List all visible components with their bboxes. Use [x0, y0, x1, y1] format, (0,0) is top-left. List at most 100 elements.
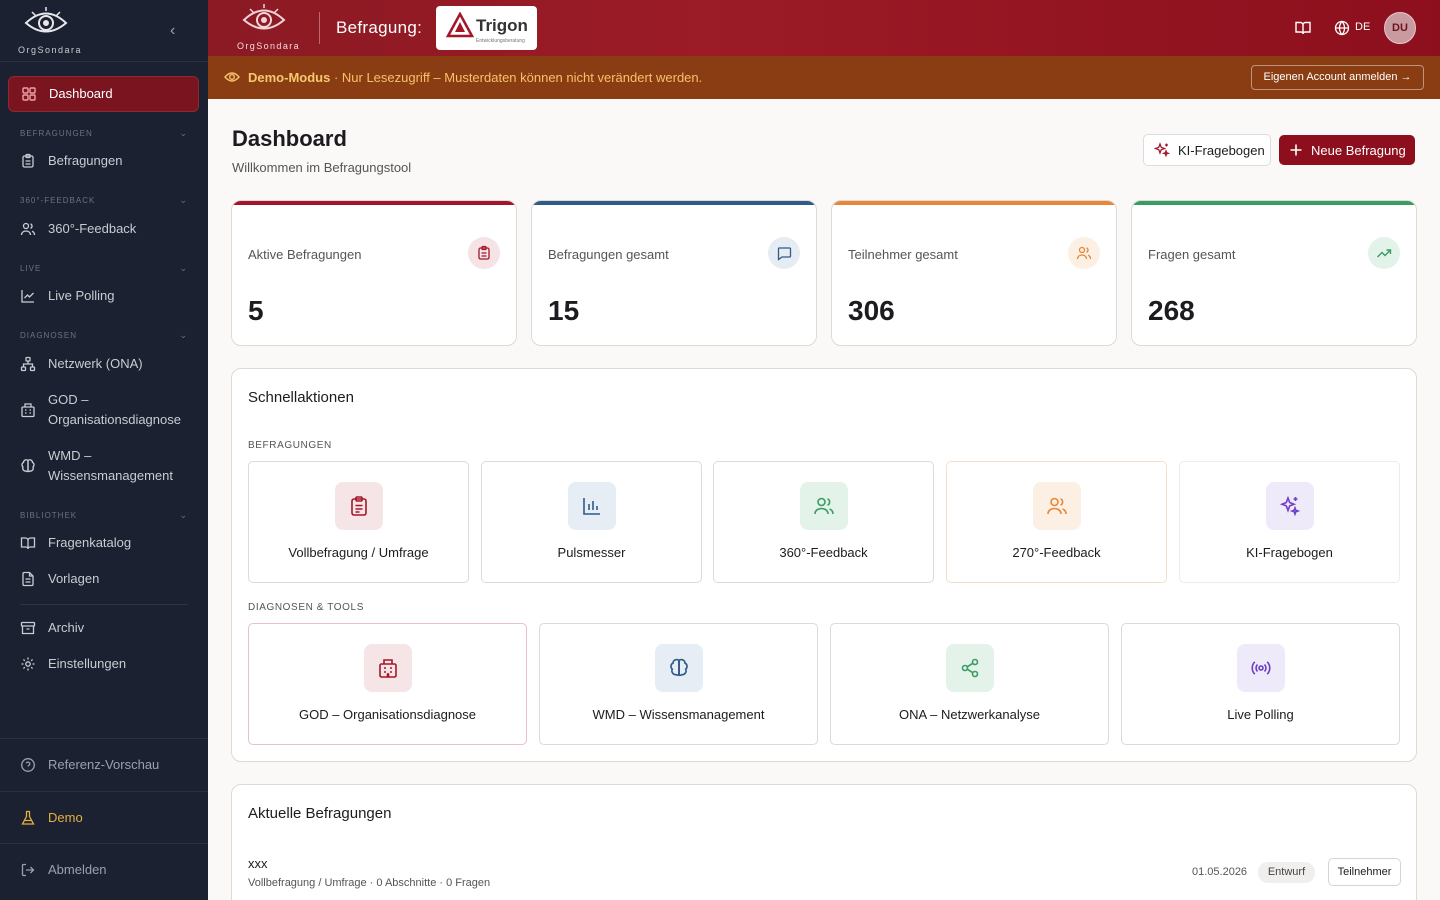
eye-logo-icon	[24, 7, 68, 33]
quick-action-270-feedback[interactable]: 270°-Feedback	[946, 461, 1167, 583]
stat-accent	[1132, 201, 1416, 205]
sidebar-item-label: Referenz-Vorschau	[48, 757, 160, 772]
chevron-left-icon[interactable]: ‹	[170, 22, 176, 39]
sidebar-item-netzwerk[interactable]: Netzwerk (ONA)	[8, 346, 199, 382]
section-diagnosen[interactable]: DIAGNOSEN ⌄	[20, 330, 188, 341]
stat-label: Befragungen gesamt	[548, 247, 669, 262]
sidebar-item-label: WMD – Wissensmanagement	[48, 446, 173, 486]
chevron-down-icon: ⌄	[179, 128, 188, 138]
users-icon	[1032, 482, 1081, 530]
section-live[interactable]: LIVE ⌄	[20, 263, 188, 274]
sidebar-item-label: Live Polling	[48, 288, 115, 303]
quick-action-label: 270°-Feedback	[1012, 545, 1101, 560]
sidebar-item-fragenkatalog[interactable]: Fragenkatalog	[8, 525, 199, 561]
button-label: Neue Befragung	[1311, 142, 1406, 158]
quick-action-360-feedback[interactable]: 360°-Feedback	[713, 461, 934, 583]
plus-icon	[1290, 144, 1302, 156]
section-label: LIVE	[20, 264, 42, 273]
quick-action-pulsmesser[interactable]: Pulsmesser	[481, 461, 702, 583]
network-icon	[20, 356, 36, 372]
sidebar-item-label: Befragungen	[48, 153, 123, 168]
sidebar-item-label: Abmelden	[48, 862, 107, 877]
stat-card-total: Befragungen gesamt 15	[531, 200, 817, 346]
sidebar-item-referenz[interactable]: Referenz-Vorschau	[8, 747, 199, 783]
quick-action-label: Vollbefragung / Umfrage	[288, 545, 429, 560]
section-label: BEFRAGUNGEN	[20, 129, 93, 138]
chevron-down-icon: ⌄	[179, 510, 188, 520]
new-survey-button[interactable]: Neue Befragung	[1279, 135, 1415, 165]
quick-action-label: KI-Fragebogen	[1246, 545, 1333, 560]
sidebar-item-dashboard[interactable]: Dashboard	[8, 76, 199, 112]
partner-name: Trigon	[476, 16, 528, 35]
stat-value: 15	[548, 295, 580, 326]
sidebar-item-god[interactable]: GOD – Organisationsdiagnose	[8, 386, 199, 434]
sidebar-item-feedback[interactable]: 360°-Feedback	[8, 211, 199, 247]
flask-icon	[21, 810, 35, 825]
logout-icon	[21, 863, 35, 877]
section-label: DIAGNOSEN	[20, 331, 78, 340]
book-open-icon[interactable]	[1294, 19, 1312, 37]
sidebar-item-label: 360°-Feedback	[48, 221, 137, 236]
clipboard-list-icon	[334, 482, 383, 530]
stat-label: Teilnehmer gesamt	[848, 247, 958, 262]
sidebar: OrgSondara ‹ Dashboard BEFRAGUNGEN ⌄ Befr…	[0, 0, 208, 900]
create-account-button[interactable]: Eigenen Account anmelden →	[1251, 65, 1424, 90]
sparkles-icon	[1265, 482, 1314, 530]
sparkles-icon	[1154, 142, 1170, 158]
building-icon	[21, 403, 35, 418]
sidebar-brand: OrgSondara ‹	[0, 0, 208, 62]
sidebar-item-live-polling[interactable]: Live Polling	[8, 278, 199, 314]
header-title: Befragung:	[336, 18, 423, 37]
section-befragungen[interactable]: BEFRAGUNGEN ⌄	[20, 128, 188, 139]
quick-action-live-polling[interactable]: Live Polling	[1121, 623, 1400, 745]
sidebar-item-label: Demo	[48, 810, 83, 825]
wmd-line-1: WMD –	[48, 448, 92, 463]
quick-action-wmd[interactable]: WMD – Wissensmanagement	[539, 623, 818, 745]
ki-fragebogen-button[interactable]: KI-Fragebogen	[1143, 134, 1271, 166]
status-badge: Entwurf	[1258, 862, 1315, 883]
quick-action-vollbefragung[interactable]: Vollbefragung / Umfrage	[248, 461, 469, 583]
language-selector[interactable]: DE	[1355, 21, 1371, 33]
quick-action-ona[interactable]: ONA – Netzwerkanalyse	[830, 623, 1109, 745]
stat-accent	[232, 201, 516, 205]
section-label: BIBLIOTHEK	[20, 511, 78, 520]
god-line-1: GOD –	[48, 392, 89, 407]
banner-text: · Nur Lesezugriff – Musterdaten können n…	[330, 70, 703, 85]
sidebar-item-abmelden[interactable]: Abmelden	[8, 852, 199, 888]
sidebar-item-archiv[interactable]: Archiv	[8, 610, 199, 646]
brand-name: OrgSondara	[237, 41, 301, 51]
group-label: BEFRAGUNGEN	[248, 440, 332, 451]
top-bar: OrgSondara Befragung: Trigon Entwicklung…	[208, 0, 1440, 56]
sidebar-divider	[0, 843, 208, 844]
users-icon	[799, 482, 848, 530]
participants-button[interactable]: Teilnehmer	[1328, 858, 1401, 886]
partner-subtitle: Entwicklungsberatung	[476, 38, 525, 44]
header-separator	[319, 12, 320, 44]
section-feedback[interactable]: 360°-FEEDBACK ⌄	[20, 195, 188, 206]
survey-meta: Vollbefragung / Umfrage · 0 Abschnitte ·…	[248, 877, 491, 889]
quick-action-ki-fragebogen[interactable]: KI-Fragebogen	[1179, 461, 1400, 583]
panel-title: Schnellaktionen	[248, 389, 354, 406]
book-open-icon	[20, 537, 36, 550]
sidebar-item-befragungen[interactable]: Befragungen	[8, 143, 199, 179]
survey-name[interactable]: xxx	[248, 856, 268, 871]
sidebar-item-label: GOD – Organisationsdiagnose	[48, 390, 181, 430]
demo-banner: Demo-Modus · Nur Lesezugriff – Musterdat…	[208, 56, 1440, 99]
brand-name: OrgSondara	[18, 45, 83, 55]
avatar[interactable]: DU	[1384, 12, 1416, 44]
section-bibliothek[interactable]: BIBLIOTHEK ⌄	[20, 510, 188, 521]
quick-action-god[interactable]: GOD – Organisationsdiagnose	[248, 623, 527, 745]
banner-mode-label: Demo-Modus	[248, 70, 331, 85]
sidebar-divider	[20, 604, 188, 605]
sidebar-item-demo[interactable]: Demo	[8, 800, 199, 836]
bar-chart-icon	[567, 482, 616, 530]
sidebar-item-vorlagen[interactable]: Vorlagen	[8, 561, 199, 597]
sidebar-item-label: Netzwerk (ONA)	[48, 356, 143, 371]
stat-label: Fragen gesamt	[1148, 247, 1236, 262]
stat-card-participants: Teilnehmer gesamt 306	[831, 200, 1117, 346]
globe-icon[interactable]	[1334, 20, 1350, 36]
sidebar-item-wmd[interactable]: WMD – Wissensmanagement	[8, 442, 199, 490]
file-text-icon	[22, 571, 34, 587]
sidebar-item-einstellungen[interactable]: Einstellungen	[8, 646, 199, 682]
chevron-down-icon: ⌄	[179, 330, 188, 340]
